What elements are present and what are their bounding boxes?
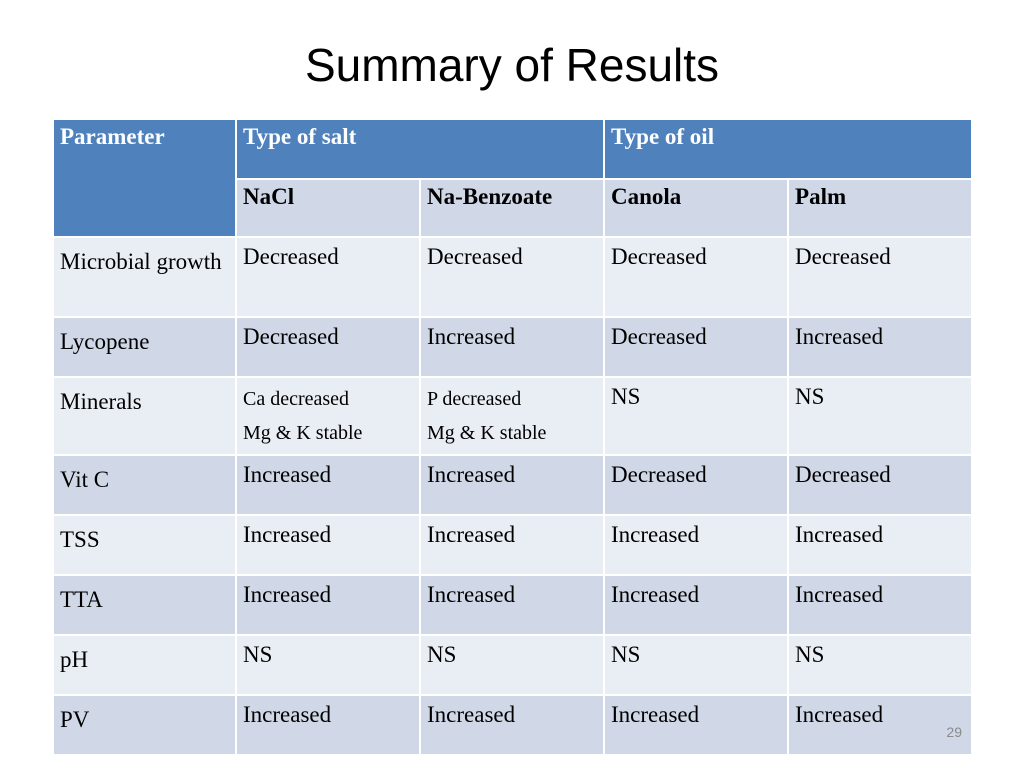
header-row-columns: NaCl Na-Benzoate Canola Palm <box>53 178 974 238</box>
header-row-group: Parameter Type of salt Type of oil <box>52 118 974 238</box>
value-cell: Increased <box>603 514 790 576</box>
value-cell: Decreased <box>787 236 974 318</box>
value-cell: Increased <box>787 514 974 576</box>
param-cell: TSS <box>52 514 237 576</box>
value-cell: Increased <box>418 316 606 378</box>
param-cell: TTA <box>52 574 237 636</box>
table-row: Lycopene Decreased Increased Decreased I… <box>52 316 974 378</box>
table-row: TSS Increased Increased Increased Increa… <box>52 514 974 576</box>
value-cell: Increased <box>603 574 790 636</box>
value-cell: Decreased <box>603 316 790 378</box>
table-row: Microbial growth Decreased Decreased Dec… <box>52 236 974 318</box>
page-number: 29 <box>946 724 962 740</box>
header-nacl: NaCl <box>235 178 421 238</box>
value-line-1: P decreased <box>427 388 522 410</box>
value-cell: Increased <box>235 454 421 516</box>
value-cell: Increased <box>235 694 421 756</box>
value-cell: NS <box>787 376 974 456</box>
value-line-1: Ca decreased <box>243 388 350 410</box>
value-cell: Decreased <box>235 236 421 318</box>
header-type-of-oil: Type of oil <box>603 118 974 180</box>
table-row: Vit C Increased Increased Decreased Decr… <box>52 454 974 516</box>
value-cell: Decreased <box>787 454 974 516</box>
header-type-of-salt: Type of salt <box>234 118 606 180</box>
value-cell: Decreased <box>603 236 790 318</box>
value-cell: Decreased <box>235 316 421 378</box>
value-cell: Ca decreased Mg & K stable <box>235 376 421 456</box>
value-cell: Increased <box>235 514 421 576</box>
value-cell: Decreased <box>418 236 606 318</box>
value-cell: Increased <box>787 574 974 636</box>
value-cell: Increased <box>418 514 606 576</box>
value-cell: Increased <box>418 694 606 756</box>
table-row: PV Increased Increased Increased Increas… <box>52 694 974 756</box>
table-row: pH NS NS NS NS <box>52 634 974 696</box>
value-cell: NS <box>235 634 421 696</box>
param-cell: Lycopene <box>52 316 237 378</box>
value-cell: Decreased <box>603 454 790 516</box>
value-cell: P decreased Mg & K stable <box>418 376 606 456</box>
param-cell: Vit C <box>52 454 237 516</box>
value-cell: Increased <box>418 454 606 516</box>
table-row: Minerals Ca decreased Mg & K stable P de… <box>52 376 974 456</box>
value-cell: NS <box>787 634 974 696</box>
param-cell: Minerals <box>52 376 237 456</box>
header-parameter: Parameter <box>52 118 237 238</box>
value-line-2: Mg & K stable <box>243 422 363 444</box>
table-row: TTA Increased Increased Increased Increa… <box>52 574 974 636</box>
value-cell: NS <box>603 634 790 696</box>
value-cell: Increased <box>603 694 790 756</box>
value-cell: Increased <box>787 694 974 756</box>
header-canola: Canola <box>603 178 790 238</box>
param-cell: PV <box>52 694 237 756</box>
value-line-2: Mg & K stable <box>427 422 547 444</box>
param-cell: pH <box>52 634 237 696</box>
value-cell: Increased <box>787 316 974 378</box>
header-palm: Palm <box>787 178 974 238</box>
header-na-benzoate: Na-Benzoate <box>418 178 606 238</box>
value-cell: Increased <box>418 574 606 636</box>
slide-title: Summary of Results <box>304 39 720 91</box>
value-cell: Increased <box>235 574 421 636</box>
value-cell: NS <box>603 376 790 456</box>
param-cell: Microbial growth <box>52 236 237 318</box>
value-cell: NS <box>418 634 606 696</box>
results-table: Parameter Type of salt Type of oil NaCl … <box>52 118 974 756</box>
